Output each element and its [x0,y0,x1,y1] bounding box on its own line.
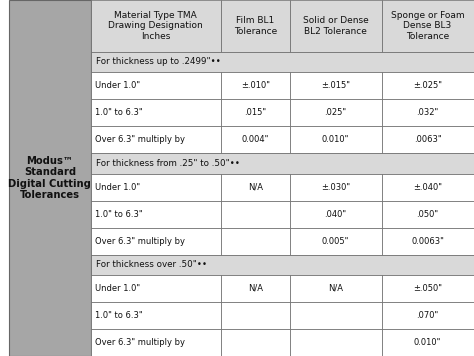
Bar [221,72,290,99]
Bar [91,302,221,329]
Text: 0.010": 0.010" [322,135,349,144]
Bar [91,153,474,174]
Bar [91,174,221,200]
Text: 0.010": 0.010" [414,338,441,347]
Bar [9,0,91,356]
Text: For thickness up to .2499"••: For thickness up to .2499"•• [96,57,221,67]
Text: 0.0063": 0.0063" [411,237,444,246]
Bar [290,72,382,99]
Bar [382,0,474,52]
Bar [91,126,221,153]
Bar [382,227,474,255]
Text: Over 6.3" multiply by: Over 6.3" multiply by [95,338,185,347]
Text: ±.025": ±.025" [413,81,442,90]
Text: Modus™
Standard
Digital Cutting
Tolerances: Modus™ Standard Digital Cutting Toleranc… [9,156,91,200]
Text: ±.040": ±.040" [413,183,442,192]
Bar [91,329,221,356]
Bar [221,0,290,52]
Bar [382,174,474,200]
Text: 0.005": 0.005" [322,237,349,246]
Bar [382,126,474,153]
Text: .025": .025" [325,108,347,117]
Text: .0063": .0063" [414,135,441,144]
Text: ±.050": ±.050" [413,284,442,293]
Text: .032": .032" [417,108,439,117]
Text: Over 6.3" multiply by: Over 6.3" multiply by [95,237,185,246]
Bar [91,200,221,227]
Text: ±.010": ±.010" [241,81,270,90]
Bar [382,275,474,302]
Bar [382,72,474,99]
Bar [290,275,382,302]
Bar [221,174,290,200]
Bar [290,302,382,329]
Bar [382,200,474,227]
Bar [91,227,221,255]
Text: Under 1.0": Under 1.0" [95,81,140,90]
Bar [91,255,474,275]
Bar [221,227,290,255]
Bar [221,302,290,329]
Bar [91,72,221,99]
Text: 1.0" to 6.3": 1.0" to 6.3" [95,210,143,219]
Bar [290,200,382,227]
Bar [290,227,382,255]
Bar [382,329,474,356]
Bar [290,329,382,356]
Text: 0.004": 0.004" [242,135,269,144]
Bar [290,0,382,52]
Bar [221,275,290,302]
Bar [91,99,221,126]
Text: .070": .070" [417,311,439,320]
Text: .015": .015" [244,108,266,117]
Bar [91,0,221,52]
Text: Material Type TMA
Drawing Designation
Inches: Material Type TMA Drawing Designation In… [108,11,203,41]
Bar [221,126,290,153]
Text: ±.030": ±.030" [321,183,350,192]
Text: ±.015": ±.015" [321,81,350,90]
Bar [91,275,221,302]
Text: Solid or Dense
BL2 Tolerance: Solid or Dense BL2 Tolerance [303,16,369,36]
Text: For thickness over .50"••: For thickness over .50"•• [96,260,207,269]
Text: N/A: N/A [248,183,263,192]
Text: N/A: N/A [328,284,343,293]
Text: 1.0" to 6.3": 1.0" to 6.3" [95,108,143,117]
Bar [290,99,382,126]
Text: Over 6.3" multiply by: Over 6.3" multiply by [95,135,185,144]
Text: 1.0" to 6.3": 1.0" to 6.3" [95,311,143,320]
Text: N/A: N/A [248,284,263,293]
Bar [290,126,382,153]
Bar [221,329,290,356]
Text: Under 1.0": Under 1.0" [95,183,140,192]
Text: For thickness from .25" to .50"••: For thickness from .25" to .50"•• [96,159,240,168]
Text: .050": .050" [417,210,438,219]
Bar [382,99,474,126]
Bar [290,174,382,200]
Bar [221,99,290,126]
Bar [382,302,474,329]
Text: .040": .040" [325,210,347,219]
Bar [221,200,290,227]
Text: Sponge or Foam
Dense BL3
Tolerance: Sponge or Foam Dense BL3 Tolerance [391,11,465,41]
Text: Film BL1
Tolerance: Film BL1 Tolerance [234,16,277,36]
Text: Under 1.0": Under 1.0" [95,284,140,293]
Bar [91,52,474,72]
